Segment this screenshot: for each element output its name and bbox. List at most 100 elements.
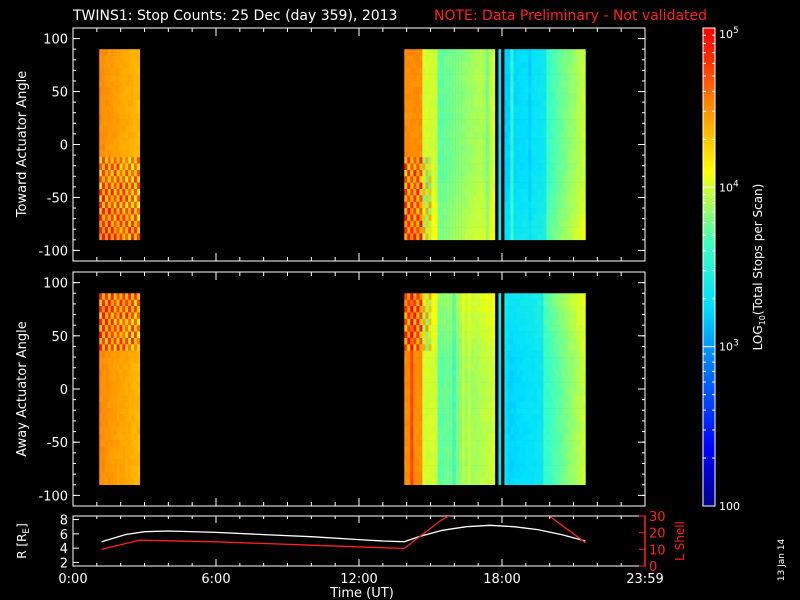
heatmap-cell	[434, 369, 438, 377]
heatmap-cell	[449, 325, 453, 332]
heatmap-cell	[128, 325, 132, 332]
heatmap-cell	[416, 119, 420, 126]
heatmap-cell	[446, 325, 450, 332]
heatmap-cell	[452, 93, 456, 101]
heatmap-cell	[540, 87, 544, 94]
heatmap-cell	[428, 465, 432, 473]
heatmap-cell	[461, 357, 465, 364]
heatmap-cell	[404, 459, 408, 466]
heatmap-cell	[570, 382, 574, 390]
heatmap-cell	[582, 201, 586, 209]
heatmap-cell	[434, 420, 438, 428]
panel-frame-overlay	[72, 271, 646, 507]
heatmap-cell	[485, 87, 490, 94]
heatmap-cell	[516, 376, 520, 383]
heatmap-cell	[105, 433, 109, 441]
heatmap-cell	[476, 382, 481, 390]
heatmap-cell	[491, 87, 496, 94]
heatmap-cell	[458, 100, 462, 107]
heatmap-cell	[504, 471, 508, 479]
heatmap-cell	[428, 112, 432, 120]
heatmap-cell	[131, 100, 135, 107]
heatmap-cell	[461, 55, 465, 63]
heatmap-cell	[446, 144, 450, 152]
heatmap-cell	[446, 331, 450, 339]
heatmap-cell	[467, 68, 471, 75]
heatmap-cell	[549, 55, 553, 63]
heatmap-cell	[549, 93, 553, 101]
heatmap-cell	[105, 150, 109, 158]
heatmap-cell	[449, 478, 453, 486]
heatmap-cell	[558, 157, 562, 164]
heatmap-cell	[122, 131, 126, 139]
heatmap-cell	[491, 471, 496, 479]
heatmap-cell	[107, 125, 112, 133]
heatmap-cell	[105, 201, 109, 209]
heatmap-cell	[498, 112, 502, 120]
heatmap-cell	[488, 363, 493, 371]
heatmap-cell	[510, 382, 514, 390]
heatmap-cell	[482, 157, 487, 164]
heatmap-cell	[449, 195, 453, 202]
heatmap-cell	[510, 80, 514, 88]
heatmap-cell	[99, 87, 103, 94]
heatmap-cell	[404, 337, 408, 345]
heatmap-cell	[131, 112, 135, 120]
heatmap-cell	[440, 446, 444, 454]
heatmap-cell	[125, 138, 129, 145]
heatmap-cell	[537, 414, 541, 422]
heatmap-cell	[428, 138, 432, 145]
heatmap-cell	[561, 344, 565, 352]
heatmap-cell	[470, 337, 475, 345]
heatmap-cell	[537, 401, 541, 409]
heatmap-cell	[116, 93, 120, 101]
heatmap-cell	[443, 100, 447, 107]
heatmap-cell	[488, 312, 493, 320]
heatmap-cell	[422, 169, 426, 177]
heatmap-cell	[488, 80, 493, 88]
heatmap-cell	[413, 87, 417, 94]
heatmap-cell	[128, 318, 132, 326]
heatmap-cell	[491, 478, 496, 486]
heatmap-cell	[133, 55, 138, 63]
heatmap-cell	[464, 414, 468, 422]
heatmap-cell	[99, 106, 103, 114]
heatmap-cell	[434, 452, 438, 460]
heatmap-cell	[440, 87, 444, 94]
heatmap-cell	[513, 471, 517, 479]
heatmap-cell	[510, 125, 514, 133]
heatmap-cell	[107, 440, 112, 447]
heatmap-cell	[485, 131, 490, 139]
heatmap-cell	[582, 150, 586, 158]
heatmap-cell	[516, 471, 520, 479]
heatmap-cell	[107, 188, 112, 196]
heatmap-cell	[579, 369, 583, 377]
heatmap-cell	[443, 138, 447, 145]
heatmap-cell	[431, 227, 435, 234]
heatmap-cell	[116, 433, 120, 441]
heatmap-cell	[440, 74, 444, 82]
heatmap-cell	[449, 318, 453, 326]
heatmap-cell	[422, 420, 426, 428]
heatmap-cell	[452, 131, 456, 139]
heatmap-cell	[549, 395, 553, 403]
heatmap-cell	[546, 420, 550, 428]
heatmap-cell	[513, 201, 517, 209]
heatmap-cell	[425, 363, 429, 371]
heatmap-cell	[519, 433, 523, 441]
heatmap-cell	[105, 163, 109, 171]
heatmap-cell	[525, 446, 529, 454]
heatmap-cell	[525, 227, 529, 234]
heatmap-cell	[555, 357, 559, 364]
heatmap-cell	[479, 169, 484, 177]
heatmap-cell	[110, 74, 114, 82]
heatmap-cell	[99, 68, 103, 75]
heatmap-cell	[116, 106, 120, 114]
heatmap-cell	[122, 376, 126, 383]
heatmap-cell	[110, 195, 114, 202]
heatmap-cell	[582, 100, 586, 107]
heatmap-cell	[488, 131, 493, 139]
heatmap-cell	[431, 87, 435, 94]
heatmap-cell	[105, 395, 109, 403]
heatmap-cell	[452, 150, 456, 158]
